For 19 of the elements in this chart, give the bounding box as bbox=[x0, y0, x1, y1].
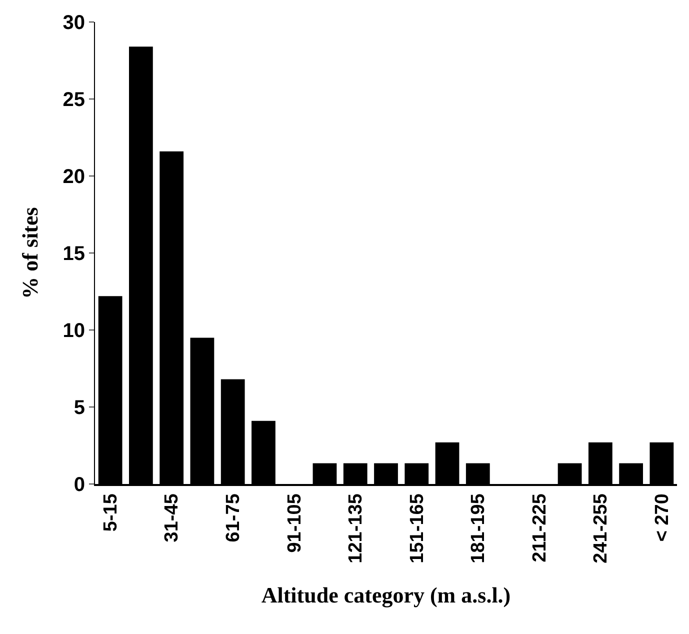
x-tick-label: 211-225 bbox=[529, 493, 550, 562]
x-tick-label: 181-195 bbox=[468, 493, 490, 564]
x-tick-label: 61-75 bbox=[223, 493, 244, 542]
y-tick-label: 20 bbox=[62, 166, 85, 188]
x-tick-label: 5-15 bbox=[100, 493, 122, 532]
x-axis-title: Altitude category (m a.s.l.) bbox=[261, 582, 511, 608]
x-tick-label: 151-165 bbox=[406, 493, 428, 564]
y-tick-label: 15 bbox=[62, 243, 85, 265]
x-tick-label: 91-105 bbox=[284, 493, 306, 553]
y-tick-label: 25 bbox=[62, 89, 85, 111]
x-tick-label: 121-135 bbox=[346, 493, 367, 564]
x-tick-label: < 270 bbox=[652, 494, 673, 542]
x-tick-label: 31-45 bbox=[162, 493, 183, 542]
y-tick-label: 10 bbox=[62, 320, 85, 342]
y-tick-label: 30 bbox=[62, 12, 85, 34]
y-tick-label: 0 bbox=[74, 474, 85, 496]
x-tick-label: 241-255 bbox=[590, 493, 612, 564]
y-tick-label: 5 bbox=[74, 397, 85, 419]
y-axis-title: % of sites bbox=[18, 206, 43, 299]
